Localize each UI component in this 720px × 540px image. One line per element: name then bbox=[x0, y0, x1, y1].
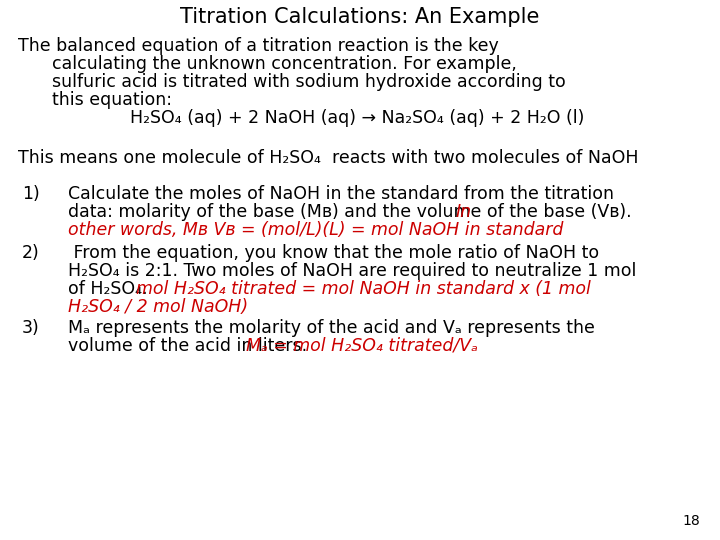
Text: 3): 3) bbox=[22, 319, 40, 337]
Text: H₂SO₄ / 2 mol NaOH): H₂SO₄ / 2 mol NaOH) bbox=[68, 298, 248, 316]
Text: volume of the acid in liters.: volume of the acid in liters. bbox=[68, 337, 312, 355]
Text: The balanced equation of a titration reaction is the key: The balanced equation of a titration rea… bbox=[18, 37, 499, 55]
Text: Titration Calculations: An Example: Titration Calculations: An Example bbox=[180, 7, 540, 27]
Text: Mₐ represents the molarity of the acid and Vₐ represents the: Mₐ represents the molarity of the acid a… bbox=[68, 319, 595, 337]
Text: of H₂SO₄.: of H₂SO₄. bbox=[68, 280, 153, 298]
Text: other words, Mʙ Vʙ = (mol/L)(L) = mol NaOH in standard: other words, Mʙ Vʙ = (mol/L)(L) = mol Na… bbox=[68, 221, 563, 239]
Text: This means one molecule of H₂SO₄  reacts with two molecules of NaOH: This means one molecule of H₂SO₄ reacts … bbox=[18, 148, 639, 167]
Text: 2): 2) bbox=[22, 244, 40, 262]
Text: this equation:: this equation: bbox=[52, 91, 172, 109]
Text: From the equation, you know that the mole ratio of NaOH to: From the equation, you know that the mol… bbox=[68, 244, 599, 262]
Text: sulfuric acid is titrated with sodium hydroxide according to: sulfuric acid is titrated with sodium hy… bbox=[52, 73, 566, 91]
Text: Calculate the moles of NaOH in the standard from the titration: Calculate the moles of NaOH in the stand… bbox=[68, 185, 614, 202]
Text: calculating the unknown concentration. For example,: calculating the unknown concentration. F… bbox=[52, 55, 517, 73]
Text: 18: 18 bbox=[683, 514, 700, 528]
Text: Mₐ = mol H₂SO₄ titrated/Vₐ: Mₐ = mol H₂SO₄ titrated/Vₐ bbox=[246, 337, 478, 355]
Text: mol H₂SO₄ titrated = mol NaOH in standard x (1 mol: mol H₂SO₄ titrated = mol NaOH in standar… bbox=[136, 280, 591, 298]
Text: 1): 1) bbox=[22, 185, 40, 202]
Text: H₂SO₄ (aq) + 2 NaOH (aq) → Na₂SO₄ (aq) + 2 H₂O (l): H₂SO₄ (aq) + 2 NaOH (aq) → Na₂SO₄ (aq) +… bbox=[130, 109, 585, 127]
Text: H₂SO₄ is 2:1. Two moles of NaOH are required to neutralize 1 mol: H₂SO₄ is 2:1. Two moles of NaOH are requ… bbox=[68, 262, 636, 280]
Text: data: molarity of the base (Mʙ) and the volume of the base (Vʙ).: data: molarity of the base (Mʙ) and the … bbox=[68, 202, 637, 221]
Text: In: In bbox=[456, 202, 472, 221]
